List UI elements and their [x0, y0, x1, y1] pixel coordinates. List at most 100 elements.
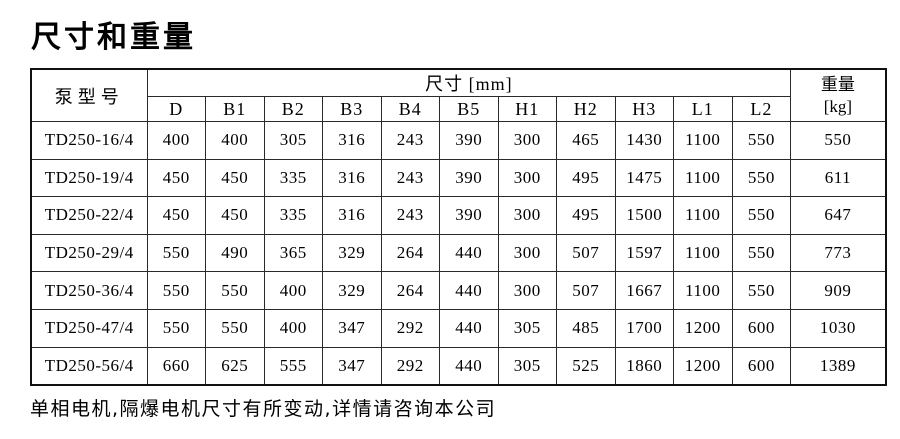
- dim-cell: 450: [146, 196, 206, 235]
- dim-cell: 1100: [673, 233, 733, 273]
- dim-cell: 264: [380, 233, 440, 273]
- dim-cell: 550: [731, 158, 792, 198]
- col-header-b4: B4: [380, 96, 440, 122]
- dim-col-row: D B1 B2 B3 B4 B5 H1 H2 H3 L1 L2: [31, 96, 886, 122]
- dim-cell: 390: [439, 121, 499, 160]
- col-header-l2: L2: [731, 96, 792, 122]
- table-body: TD250-16/4 400 400 305 316 243 390 300 465 1430 11…: [30, 121, 887, 386]
- dim-cell: 243: [380, 121, 440, 160]
- table-row: TD250-29/4 550 490 365 329 264 440 300 507 1597 11…: [30, 233, 887, 273]
- model-cell: TD250-36/4: [30, 271, 148, 310]
- model-cell: TD250-56/4: [30, 346, 148, 386]
- dim-cell: 1500: [614, 196, 674, 235]
- col-header-b5: B5: [439, 96, 499, 122]
- dim-cell: 1100: [673, 196, 733, 235]
- dim-cell: 365: [263, 233, 323, 273]
- dim-cell: 400: [263, 271, 323, 310]
- dim-cell: 1860: [614, 346, 674, 386]
- model-cell: TD250-22/4: [30, 196, 148, 235]
- dim-cell: 525: [556, 346, 616, 386]
- dimensions-weight-table: 泵型号 尺寸 [mm] 重量 [kg] D B1 B2 B3 B4 B5 H1 H2 H3 L1 L…: [30, 68, 887, 386]
- dim-cell: 264: [380, 271, 440, 310]
- dim-cell: 243: [380, 196, 440, 235]
- footnote-text: 单相电机,隔爆电机尺寸有所变动,详情请咨询本公司: [30, 398, 497, 420]
- dim-cell: 485: [556, 308, 616, 348]
- dim-cell: 400: [263, 308, 323, 348]
- model-cell: TD250-16/4: [30, 121, 148, 160]
- dim-cell: 390: [439, 158, 499, 198]
- dim-cell: 550: [205, 308, 265, 348]
- dim-cell: 292: [380, 346, 440, 386]
- dim-cell: 440: [439, 346, 499, 386]
- weight-cell: 1030: [790, 308, 887, 348]
- dims-group-header: 尺寸 [mm]: [146, 68, 792, 97]
- dim-cell: 300: [497, 196, 557, 235]
- col-header-h2: H2: [556, 96, 616, 122]
- dim-cell: 550: [731, 196, 792, 235]
- weight-header-unit-top: 重量: [820, 75, 855, 95]
- dim-cell: 305: [263, 121, 323, 160]
- dim-cell: 1475: [614, 158, 674, 198]
- dim-cell: 440: [439, 233, 499, 273]
- dim-cell: 347: [322, 346, 382, 386]
- dim-cell: 1667: [614, 271, 674, 310]
- dim-cell: 450: [146, 158, 206, 198]
- dim-cell: 1700: [614, 308, 674, 348]
- dim-cell: 300: [497, 158, 557, 198]
- dim-cell: 495: [556, 196, 616, 235]
- dim-cell: 335: [263, 158, 323, 198]
- dim-cell: 550: [731, 121, 792, 160]
- dim-cell: 316: [322, 121, 382, 160]
- model-cell: TD250-47/4: [30, 308, 148, 348]
- dim-cell: 450: [205, 196, 265, 235]
- dim-cell: 316: [322, 196, 382, 235]
- dim-cell: 400: [146, 121, 206, 160]
- dim-cell: 1597: [614, 233, 674, 273]
- dim-cell: 450: [205, 158, 265, 198]
- dim-cell: 390: [439, 196, 499, 235]
- col-header-h1: H1: [497, 96, 557, 122]
- dim-cell: 440: [439, 308, 499, 348]
- dim-cell: 495: [556, 158, 616, 198]
- dim-cell: 305: [497, 308, 557, 348]
- dim-cell: 555: [263, 346, 323, 386]
- dim-cell: 1100: [673, 158, 733, 198]
- dim-cell: 440: [439, 271, 499, 310]
- weight-column-header: 重量 [kg]: [790, 68, 887, 122]
- dim-cell: 1430: [614, 121, 674, 160]
- dim-cell: 490: [205, 233, 265, 273]
- dim-cell: 243: [380, 158, 440, 198]
- weight-cell: 647: [790, 196, 887, 235]
- dim-cell: 600: [731, 346, 792, 386]
- model-cell: TD250-19/4: [30, 158, 148, 198]
- dim-cell: 329: [322, 271, 382, 310]
- table-row: TD250-47/4 550 550 400 347 292 440 305 485 1700 12…: [30, 308, 887, 348]
- col-header-b2: B2: [263, 96, 323, 122]
- dim-cell: 316: [322, 158, 382, 198]
- dim-cell: 1200: [673, 308, 733, 348]
- model-column-header: 泵型号: [30, 68, 148, 122]
- weight-cell: 773: [790, 233, 887, 273]
- dim-cell: 329: [322, 233, 382, 273]
- model-cell: TD250-29/4: [30, 233, 148, 273]
- dim-cell: 600: [731, 308, 792, 348]
- table-row: TD250-19/4 450 450 335 316 243 390 300 495 1475 11…: [30, 158, 887, 198]
- dim-cell: 550: [731, 271, 792, 310]
- dim-cell: 335: [263, 196, 323, 235]
- dim-cell: 465: [556, 121, 616, 160]
- dim-cell: 300: [497, 121, 557, 160]
- table-row: TD250-16/4 400 400 305 316 243 390 300 465 1430 11…: [30, 121, 887, 160]
- dim-cell: 550: [205, 271, 265, 310]
- dim-cell: 625: [205, 346, 265, 386]
- dim-cell: 1100: [673, 121, 733, 160]
- col-header-d: D: [146, 96, 206, 122]
- header-group-row: 泵型号 尺寸 [mm] 重量 [kg]: [30, 68, 887, 122]
- table-row: TD250-36/4 550 550 400 329 264 440 300 507 1667 11…: [30, 271, 887, 310]
- weight-cell: 611: [790, 158, 887, 198]
- col-header-b3: B3: [322, 96, 382, 122]
- dim-cell: 300: [497, 271, 557, 310]
- dim-cell: 507: [556, 233, 616, 273]
- dim-cell: 347: [322, 308, 382, 348]
- col-header-h3: H3: [614, 96, 674, 122]
